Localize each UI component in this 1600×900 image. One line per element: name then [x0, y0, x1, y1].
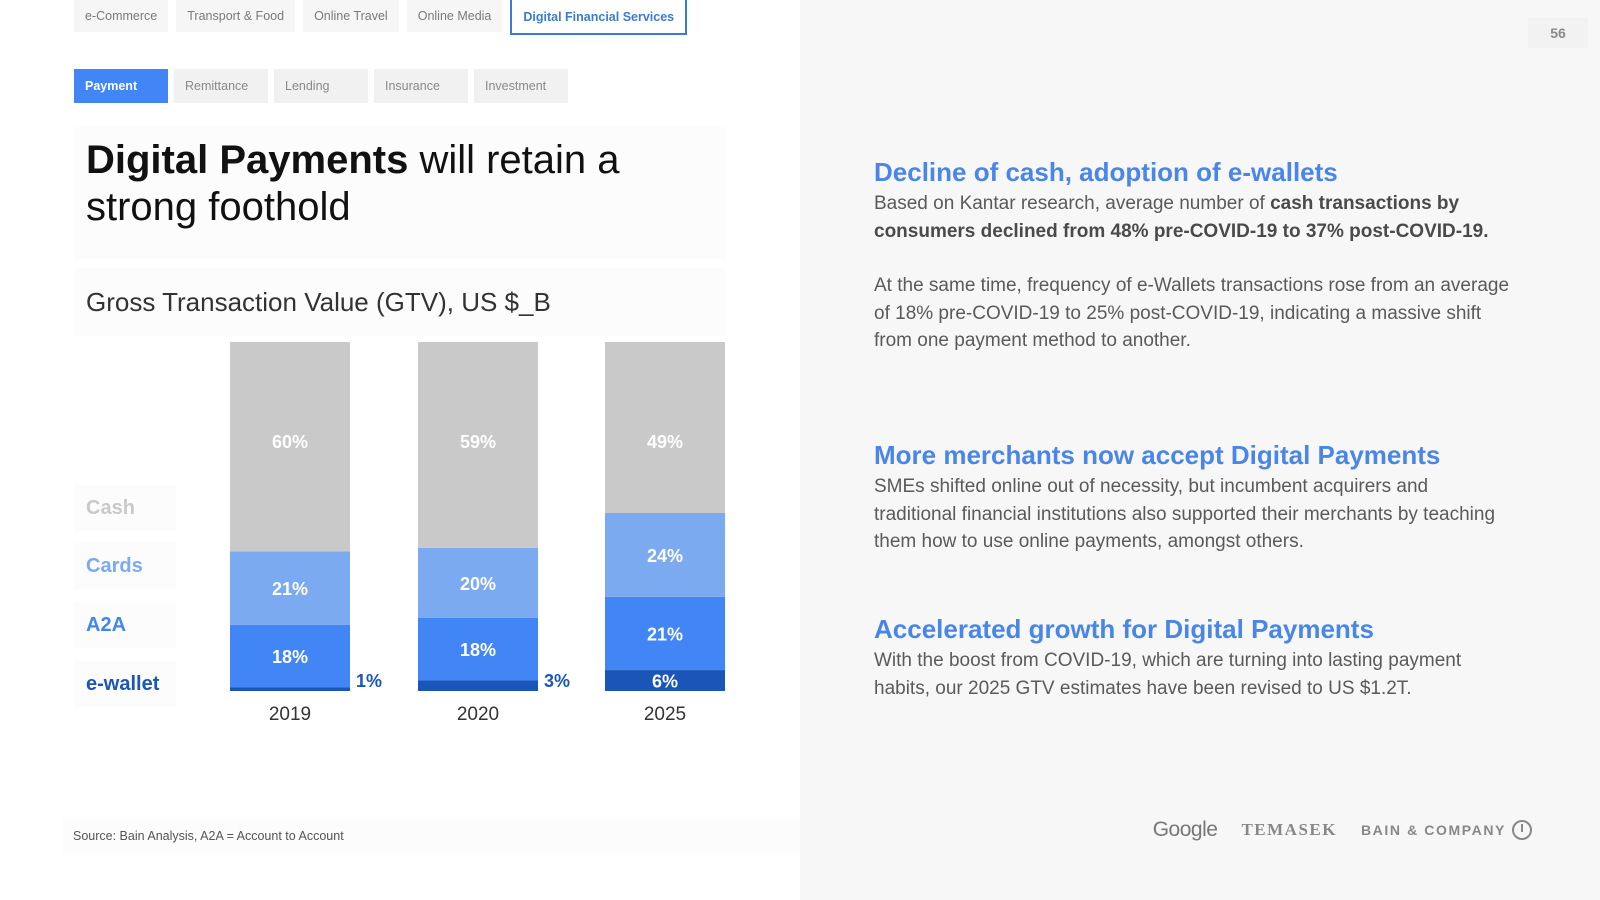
data-label-a2a-2019: 18% — [272, 647, 308, 667]
left-panel: e-Commerce Transport & Food Online Trave… — [63, 0, 800, 854]
partner-logos: Google TEMASEK BAIN & COMPANY — [1153, 818, 1532, 842]
bar-cash-2025 — [605, 342, 725, 514]
data-label-cash-2019: 60% — [272, 432, 308, 452]
data-label-e-wallet-2019: 1% — [356, 671, 382, 691]
legend-e-wallet: e-wallet — [74, 661, 176, 707]
bain-mark-icon — [1512, 820, 1532, 840]
data-label-e-wallet-2025: 6% — [652, 672, 678, 692]
category-tabs: e-Commerce Transport & Food Online Trave… — [74, 0, 688, 35]
chart-title-box: Gross Transaction Value (GTV), US $_B — [74, 268, 726, 336]
headline-box: Digital Payments will retain a strong fo… — [74, 127, 726, 259]
stacked-bar-chart: 1% 18% 21% 60% 2019 3% 18% 20% 59% 2020 6% 21% 24% 49… — [230, 342, 725, 725]
bar-a2a-2019 — [230, 624, 350, 688]
bar-cash-2019 — [230, 342, 350, 552]
bar-cards-2025 — [605, 513, 725, 597]
data-label-e-wallet-2020: 3% — [544, 671, 570, 691]
bar-cards-2020 — [418, 547, 538, 618]
section-decline-of-cash: Decline of cash, adoption of e-wallets B… — [874, 156, 1514, 355]
right-panel: 56 Decline of cash, adoption of e-wallet… — [800, 0, 1600, 900]
section-title: Accelerated growth for Digital Payments — [874, 614, 1374, 644]
legend-cash: Cash — [74, 485, 176, 531]
legend-a2a-label: A2A — [86, 613, 127, 636]
bain-logo: BAIN & COMPANY — [1361, 820, 1532, 840]
legend-cards-label: Cards — [86, 554, 143, 577]
subtab-payment[interactable]: Payment — [74, 69, 168, 103]
section-body-2: At the same time, frequency of e-Wallets… — [874, 275, 1510, 351]
x-tick-label-2020: 2020 — [457, 704, 499, 725]
legend-a2a: A2A — [74, 602, 176, 648]
section-more-merchants: More merchants now accept Digital Paymen… — [874, 439, 1514, 556]
bar-e-wallet-2019 — [230, 687, 350, 691]
bar-a2a-2025 — [605, 596, 725, 671]
tab-e-commerce[interactable]: e-Commerce — [74, 0, 169, 32]
section-body: Based on Kantar research, average number… — [874, 190, 1514, 245]
page-title: Digital Payments will retain a strong fo… — [86, 137, 714, 231]
google-logo: Google — [1152, 818, 1218, 841]
legend-cash-label: Cash — [86, 496, 135, 519]
page-number: 56 — [1528, 18, 1588, 48]
data-label-a2a-2020: 18% — [460, 640, 496, 660]
section-title: Decline of cash, adoption of e-wallets — [874, 157, 1338, 187]
tab-online-travel[interactable]: Online Travel — [303, 0, 399, 32]
subcategory-tabs: Payment Remittance Lending Insurance Inv… — [74, 69, 568, 103]
data-label-cards-2020: 20% — [460, 574, 496, 594]
section-body-highlight: cash transactions by consumers declined … — [874, 193, 1489, 242]
subtab-lending[interactable]: Lending — [274, 69, 368, 103]
subtab-insurance[interactable]: Insurance — [374, 69, 468, 103]
legend-e-wallet-label: e-wallet — [86, 672, 160, 695]
bar-cash-2020 — [418, 342, 538, 548]
section-accelerated-growth: Accelerated growth for Digital Payments … — [874, 613, 1514, 702]
page-title-rest: will retain a strong foothold — [86, 138, 620, 229]
bain-logo-text: BAIN & COMPANY — [1360, 822, 1506, 838]
section-body-lead: Based on Kantar research, average number… — [874, 193, 1271, 214]
section-title: More merchants now accept Digital Paymen… — [874, 440, 1441, 470]
subtab-remittance[interactable]: Remittance — [174, 69, 268, 103]
page-title-bold: Digital Payments — [86, 138, 409, 182]
bar-cards-2019 — [230, 551, 350, 625]
bar-e-wallet-2020 — [418, 680, 538, 691]
chart-title: Gross Transaction Value (GTV), US $_B — [86, 286, 551, 317]
tab-online-media[interactable]: Online Media — [406, 0, 503, 32]
source-note: Source: Bain Analysis, A2A = Account to … — [63, 818, 800, 854]
legend-cards: Cards — [74, 543, 176, 589]
section-body: With the boost from COVID-19, which are … — [874, 650, 1462, 699]
data-label-cards-2025: 24% — [647, 546, 683, 566]
bar-a2a-2020 — [418, 617, 538, 681]
tab-digital-financial-services[interactable]: Digital Financial Services — [510, 0, 688, 35]
temasek-logo: TEMASEK — [1241, 820, 1337, 839]
tab-transport-food[interactable]: Transport & Food — [176, 0, 296, 32]
bar-e-wallet-2025 — [605, 670, 725, 691]
section-body: SMEs shifted online out of necessity, bu… — [874, 476, 1496, 552]
subtab-investment[interactable]: Investment — [474, 69, 568, 103]
data-label-cash-2020: 59% — [460, 432, 496, 452]
data-label-cash-2025: 49% — [647, 432, 683, 452]
x-tick-label-2025: 2025 — [644, 704, 686, 725]
x-tick-label-2019: 2019 — [269, 704, 311, 725]
data-label-a2a-2025: 21% — [647, 624, 683, 644]
data-label-cards-2019: 21% — [272, 579, 308, 599]
